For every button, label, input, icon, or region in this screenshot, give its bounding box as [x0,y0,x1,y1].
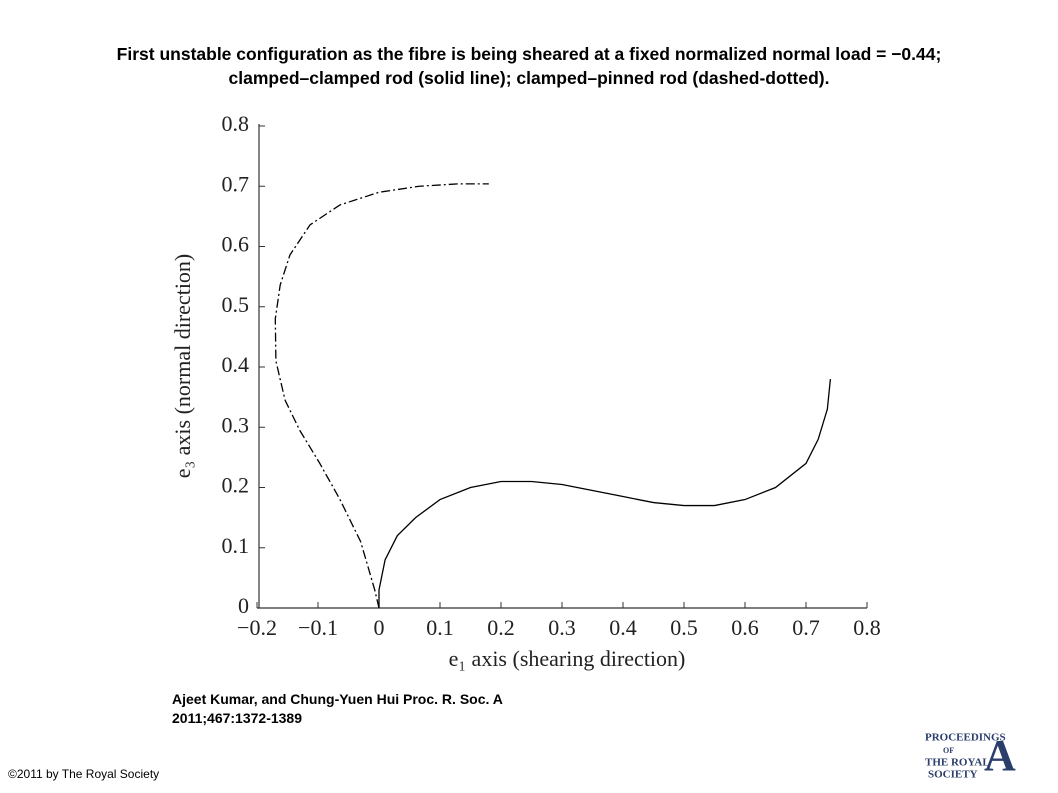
x-tick-label: 0.6 [731,615,759,640]
x-tick-label: 0.8 [853,615,881,640]
x-tick-label: 0 [374,615,385,640]
x-tick-label: 0.5 [670,615,698,640]
x-tick-label: 0.2 [487,615,515,640]
logo: PROCEEDINGS OF THE ROYAL SOCIETY A [925,731,1016,780]
y-tick-label: 0.6 [222,232,250,257]
y-tick-label: 0.8 [222,111,250,136]
logo-text: SOCIETY [928,769,978,781]
citation: Ajeet Kumar, and Chung-Yuen Hui Proc. R.… [172,691,503,726]
x-tick-label: 0.7 [792,615,820,640]
logo-letter: A [984,731,1016,780]
y-tick-label: 0.1 [222,533,250,558]
data-line [274,183,489,609]
chart-title: First unstable configuration as the fibr… [116,44,942,88]
x-axis-label: e₁ axis (shearing direction) [449,646,686,671]
x-tick-label: 0.3 [548,615,576,640]
y-tick-label: 0.3 [222,412,250,437]
x-tick-label: 0.1 [426,615,454,640]
logo-text: OF [943,746,954,755]
data-line [378,378,832,608]
y-tick-label: 0.2 [222,473,250,498]
y-tick-label: 0.5 [222,292,250,317]
y-tick-label: 0.4 [222,352,250,377]
y-tick-label: 0.7 [222,171,250,196]
y-tick-label: 0 [238,593,249,618]
logo-text: PROCEEDINGS [925,732,1006,744]
y-axis-label: e₃ axis (normal direction) [170,254,195,479]
x-tick-label: −0.2 [237,615,277,640]
x-tick-label: −0.1 [298,615,338,640]
logo-text: THE ROYAL [925,757,990,769]
copyright: ©2011 by The Royal Society [8,767,160,781]
x-tick-label: 0.4 [609,615,637,640]
